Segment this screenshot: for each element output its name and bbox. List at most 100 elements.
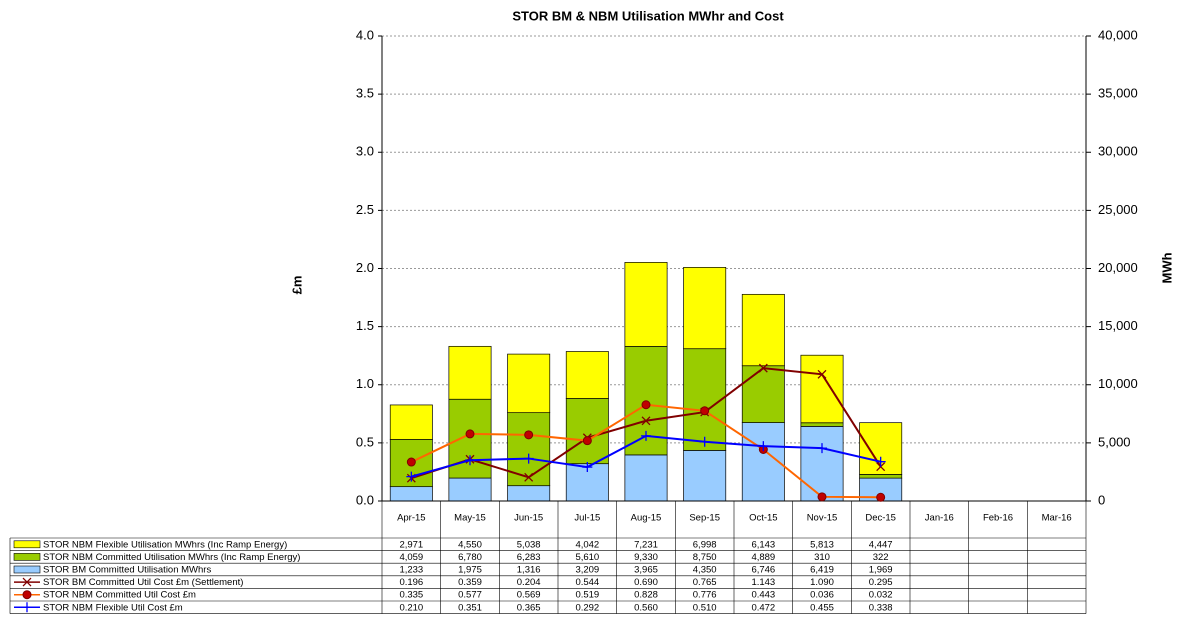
y-tick-label: 0.0 (356, 492, 374, 507)
bar-segment (389, 404, 433, 440)
table-value: 1,969 (869, 565, 893, 576)
bar-segment (507, 485, 551, 502)
bar-segment (800, 354, 844, 424)
bar-segment (683, 450, 727, 502)
bar-segment (683, 348, 727, 451)
bar-segment (389, 486, 433, 502)
legend-swatch (13, 540, 41, 549)
table-value: 0.510 (693, 602, 717, 613)
y-tick-label: 4.0 (356, 27, 374, 42)
line-marker (641, 430, 651, 441)
legend-label: STOR NBM Flexible Utilisation MWhrs (Inc… (43, 539, 287, 550)
table-value: 0.359 (458, 577, 482, 588)
table-value: 0.544 (575, 577, 599, 588)
bar-segment (624, 262, 668, 347)
bar-segment (624, 454, 668, 502)
line-marker (582, 462, 593, 473)
table-value: 0.338 (869, 602, 893, 613)
table-value: 0.365 (517, 602, 541, 613)
table-value: 3,209 (575, 565, 599, 576)
line-marker (641, 400, 651, 410)
table-value: 5,813 (810, 539, 834, 550)
table-value: 1.090 (810, 577, 834, 588)
line-marker (582, 436, 592, 446)
table-value: 0.204 (517, 577, 541, 588)
table-value: 1.143 (751, 577, 775, 588)
table-value: 310 (814, 552, 830, 563)
table-value: 0.765 (693, 577, 717, 588)
line-marker (524, 472, 534, 482)
y2-tick-label: 40,000 (1098, 27, 1138, 42)
x-tick-label: Jul-15 (574, 513, 600, 524)
x-tick-label: Feb-16 (983, 513, 1013, 524)
line-marker (524, 430, 534, 440)
line-marker (876, 492, 886, 502)
table-value: 0.032 (869, 590, 893, 601)
line-marker (523, 453, 534, 464)
y2-tick-label: 30,000 (1098, 144, 1138, 159)
table-value: 0.776 (693, 590, 717, 601)
bar-segment (507, 412, 551, 487)
line-marker (817, 492, 827, 502)
line-marker (875, 456, 886, 467)
table-value: 4,042 (575, 539, 599, 550)
x-tick-label: Mar-16 (1042, 513, 1072, 524)
line-marker (758, 363, 768, 373)
table-value: 0.690 (634, 577, 658, 588)
table-value: 0.210 (399, 602, 423, 613)
table-value: 0.292 (575, 602, 599, 613)
y2-tick-label: 25,000 (1098, 202, 1138, 217)
table-value: 0.519 (575, 590, 599, 601)
line-marker (641, 416, 651, 426)
y-tick-label: 2.5 (356, 202, 374, 217)
table-value: 322 (873, 552, 889, 563)
table-value: 0.443 (751, 590, 775, 601)
table-value: 0.577 (458, 590, 482, 601)
table-value: 2,971 (399, 539, 423, 550)
table-value: 1,233 (399, 565, 423, 576)
line-marker (758, 441, 769, 452)
table-value: 9,330 (634, 552, 658, 563)
table-value: 4,889 (751, 552, 775, 563)
table-value: 6,143 (751, 539, 775, 550)
table-value: 4,059 (399, 552, 423, 563)
chart-title: STOR BM & NBM Utilisation MWhr and Cost (512, 8, 784, 23)
legend-label: STOR BM Committed Utilisation MWhrs (43, 565, 211, 576)
table-value: 1,316 (517, 565, 541, 576)
bar-segment (565, 351, 609, 399)
y2-axis-label: MWh (1159, 252, 1174, 283)
table-value: 3,965 (634, 565, 658, 576)
table-value: 0.295 (869, 577, 893, 588)
bar-segment (507, 353, 551, 414)
legend-swatch (13, 565, 41, 574)
bar-segment (800, 422, 844, 427)
y-tick-label: 3.0 (356, 144, 374, 159)
y2-tick-label: 20,000 (1098, 260, 1138, 275)
x-tick-label: Dec-15 (865, 513, 896, 524)
line-marker (817, 443, 827, 454)
table-value: 0.569 (517, 590, 541, 601)
legend-label: STOR BM Committed Util Cost £m (Settleme… (43, 577, 243, 588)
bar-segment (448, 477, 492, 502)
table-value: 7,231 (634, 539, 658, 550)
y-tick-label: 3.5 (356, 86, 374, 101)
bar-segment (448, 398, 492, 479)
line-marker (22, 577, 32, 587)
line-marker (699, 436, 710, 447)
table-value: 0.335 (399, 590, 423, 601)
x-tick-label: Aug-15 (631, 513, 662, 524)
bar-segment (683, 267, 727, 350)
line-marker (22, 590, 32, 600)
table-value: 0.472 (751, 602, 775, 613)
y-tick-label: 2.0 (356, 260, 374, 275)
x-tick-label: Sep-15 (689, 513, 720, 524)
table-value: 6,746 (751, 565, 775, 576)
y-axis-label: £m (289, 276, 304, 295)
table-value: 0.828 (634, 590, 658, 601)
line-marker (465, 429, 475, 439)
table-value: 4,447 (869, 539, 893, 550)
y-tick-label: 0.5 (356, 434, 374, 449)
x-tick-label: May-15 (454, 513, 486, 524)
bar-segment (741, 365, 785, 423)
